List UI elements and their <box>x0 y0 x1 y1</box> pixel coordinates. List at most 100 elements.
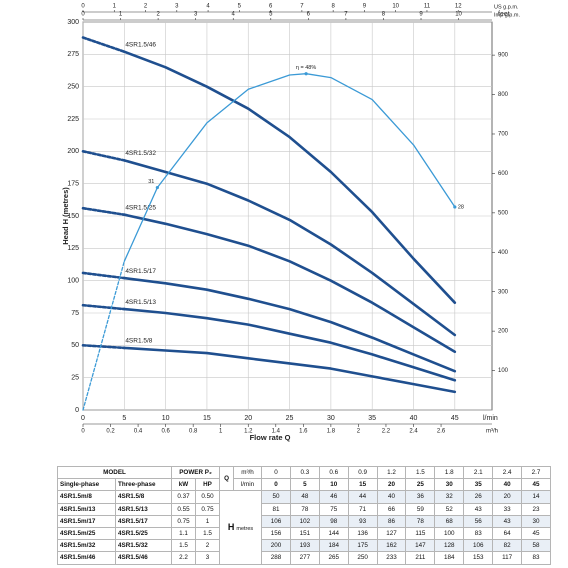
x2-tick-label: 0.4 <box>134 429 143 435</box>
x2-tick-label: 1.8 <box>327 429 336 435</box>
curve <box>123 346 457 394</box>
y-tick-label: 225 <box>67 116 79 123</box>
annotation: η = 48% <box>296 65 316 71</box>
table-cell: 288 <box>261 551 291 565</box>
table-cell: 32 <box>434 490 465 504</box>
y2-tick-label: 700 <box>498 132 509 138</box>
table-cell: 83 <box>521 551 551 565</box>
table-cell: 20 <box>376 478 407 492</box>
table-cell: 82 <box>492 539 523 553</box>
table-cell: 10 <box>318 478 349 492</box>
curve <box>81 271 126 280</box>
table-cell: 0 <box>261 478 291 492</box>
table-cell: 106 <box>261 514 291 528</box>
y-tick-label: 275 <box>67 51 79 58</box>
table-cell: 40 <box>376 490 407 504</box>
table-cell: 33 <box>492 502 523 516</box>
table-cell: 175 <box>347 539 378 553</box>
y2-tick-label: 600 <box>498 171 509 177</box>
table-cell: 0.9 <box>347 465 378 480</box>
annotation: 28 <box>458 204 464 210</box>
table-cell: 102 <box>289 514 320 528</box>
table-cell: 4SR1.5m/46 <box>57 551 116 565</box>
top-tick-label: 6 <box>269 4 273 10</box>
y-axis-title: Head H (metres) <box>61 187 70 245</box>
table-cell: 4SR1.5m/8 <box>57 490 116 504</box>
table-cell: 0.37 <box>171 490 196 504</box>
table-cell: 211 <box>405 551 436 565</box>
top-tick-label: 4 <box>206 4 210 10</box>
table-cell: 250 <box>347 551 378 565</box>
table-cell: 78 <box>289 502 320 516</box>
curve <box>123 159 457 337</box>
table-cell: 0.75 <box>171 514 196 528</box>
curve <box>81 36 126 53</box>
data-table: MODEL POWER P₂ Q m³/h 0 0.3 0.6 0.9 1.2 1.5 1.… <box>57 465 551 565</box>
table-cell: 151 <box>289 526 320 541</box>
x-tick-label: 20 <box>244 415 252 422</box>
x-axis-title: Flow rate Q <box>250 433 291 442</box>
curve <box>81 206 126 216</box>
top-tick-label: 0 <box>81 12 85 18</box>
table-cell: 0 <box>261 465 291 480</box>
table-header: Three-phase <box>115 478 172 492</box>
x-tick-label: 25 <box>286 415 294 422</box>
x-tick-label: 30 <box>327 415 335 422</box>
y2-axis-title: feet <box>498 11 510 18</box>
y-tick-label: 25 <box>71 375 79 382</box>
table-cell: 30 <box>521 514 551 528</box>
table-cell: 4SR1.5/13 <box>115 502 172 516</box>
curve <box>123 73 456 262</box>
y-tick-label: 175 <box>67 181 79 188</box>
top-axis-label: Imp g.p.m. <box>494 12 520 18</box>
x2-tick-label: 2.4 <box>409 429 418 435</box>
table-cell: 4SR1.5m/17 <box>57 514 116 528</box>
top-tick-label: 0 <box>81 4 85 10</box>
table-cell: 153 <box>463 551 494 565</box>
table-header: MODEL <box>57 465 172 480</box>
curve <box>123 213 457 354</box>
top-tick-label: 9 <box>363 4 367 10</box>
table-cell: 45 <box>521 478 551 492</box>
curve <box>123 276 457 373</box>
x2-tick-label: 2 <box>357 429 361 435</box>
y2-tick-label: 900 <box>498 53 509 59</box>
table-cell: 36 <box>405 490 436 504</box>
h-label: H <box>227 522 235 533</box>
table-cell: 184 <box>318 539 349 553</box>
series-label: 4SR1.5/46 <box>125 41 156 48</box>
top-tick-label: 4 <box>232 12 236 18</box>
table-header-row: MODEL POWER P₂ Q m³/h 0 0.3 0.6 0.9 1.2 1.5 1.… <box>57 465 551 492</box>
curve <box>81 303 126 311</box>
table-cell: 144 <box>318 526 349 541</box>
x-tick-label: 15 <box>203 415 211 422</box>
table-cell: 0.55 <box>171 502 196 516</box>
table-cell: 115 <box>405 526 436 541</box>
table-header: HP <box>194 478 221 492</box>
y-tick-label: 0 <box>75 407 79 414</box>
table-cell: 14 <box>521 490 551 504</box>
y-tick-label: 250 <box>67 84 79 91</box>
table-cell: 75 <box>318 502 349 516</box>
y2-tick-label: 500 <box>498 210 509 216</box>
table-row: 4SR1.5m/32 4SR1.5/32 1.5 2 200 193 184 175 162 14… <box>57 539 551 553</box>
table-cell: 2.1 <box>463 465 494 480</box>
x2-tick-label: 2.6 <box>437 429 446 435</box>
table-cell: 106 <box>463 539 494 553</box>
table-cell: 117 <box>492 551 523 565</box>
table-cell: 48 <box>289 490 320 504</box>
table-cell: 44 <box>347 490 378 504</box>
series-label: 4SR1.5/32 <box>125 150 156 157</box>
annotation-point <box>155 185 159 190</box>
table-header: POWER P₂ <box>170 465 221 480</box>
y-tick-label: 150 <box>67 213 79 220</box>
x-tick-label: 35 <box>368 415 376 422</box>
unit: l/min <box>233 478 263 492</box>
table-cell: 127 <box>376 526 407 541</box>
table-cell: 265 <box>318 551 349 565</box>
x-unit: l/min <box>483 415 498 422</box>
table-cell: 30 <box>434 478 465 492</box>
y-tick-label: 75 <box>71 310 79 317</box>
table-cell: 1.2 <box>376 465 407 480</box>
